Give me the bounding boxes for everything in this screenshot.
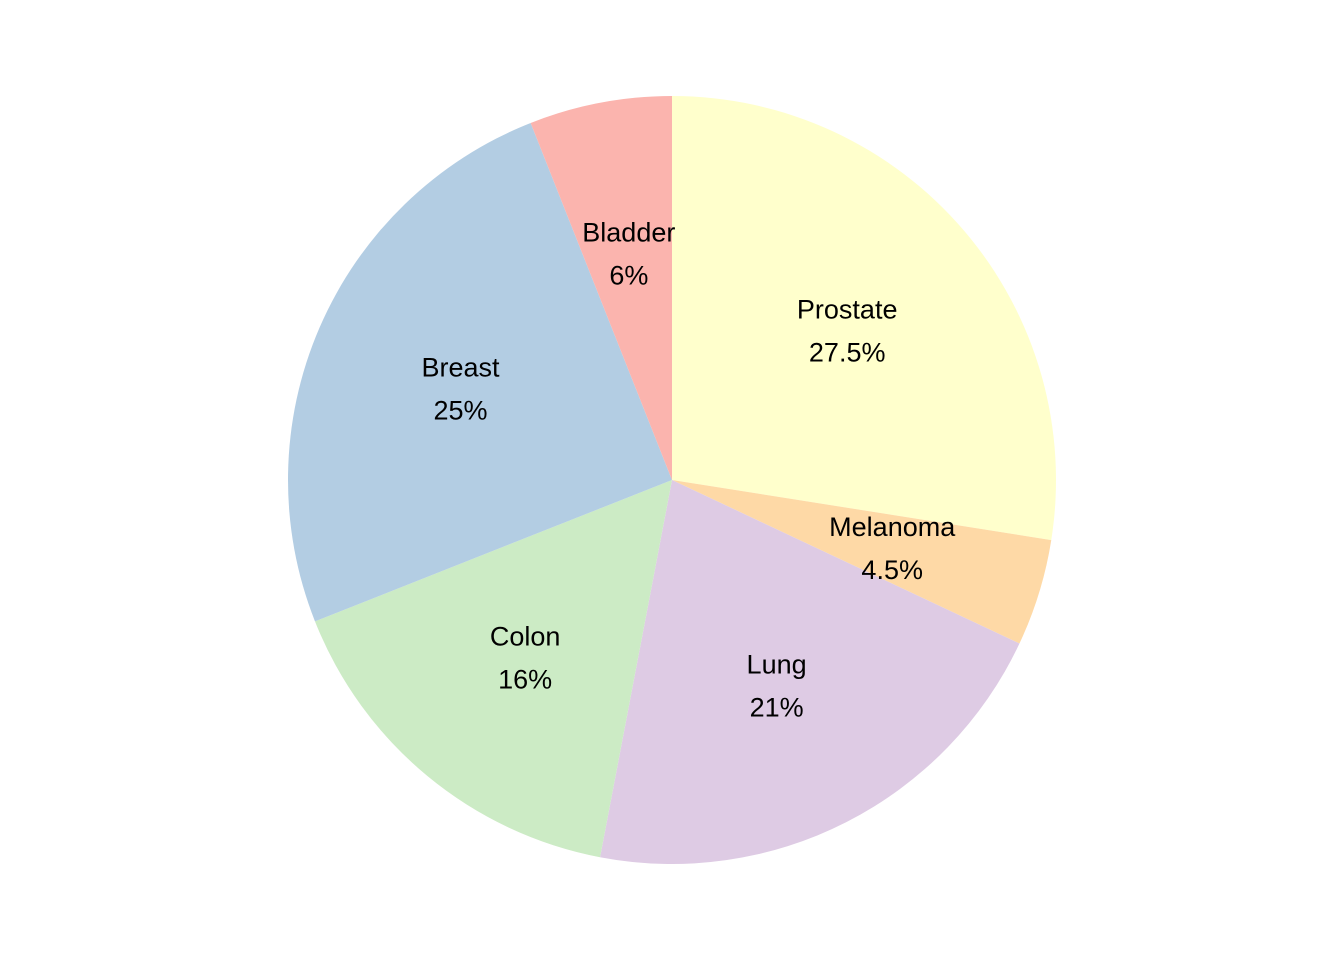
slice-label-lung: Lung xyxy=(747,649,807,679)
slice-label-breast: Breast xyxy=(422,353,501,383)
pie-slice-colon xyxy=(314,480,672,858)
pie-slice-melanoma xyxy=(672,480,1052,644)
pie-slice-bladder xyxy=(530,96,672,480)
slice-value-label-melanoma: 4.5% xyxy=(861,555,923,585)
slice-value-label-breast: 25% xyxy=(434,396,488,426)
pie-slice-prostate xyxy=(672,96,1056,541)
pie-slice-breast xyxy=(288,122,672,622)
pie-labels: Prostate 27.5% Melanoma 4.5% Lung 21% Colon 16%… xyxy=(422,218,957,723)
slice-value-label-prostate: 27.5% xyxy=(809,337,886,367)
slice-label-melanoma: Melanoma xyxy=(829,512,956,542)
pie-slices xyxy=(288,96,1056,865)
slice-label-bladder: Bladder xyxy=(582,218,675,248)
slice-label-prostate: Prostate xyxy=(797,294,898,324)
slice-value-label-colon: 16% xyxy=(498,665,552,695)
pie-slice-lung xyxy=(600,480,1020,865)
slice-label-colon: Colon xyxy=(490,622,561,652)
slice-value-label-bladder: 6% xyxy=(609,261,648,291)
slice-value-label-lung: 21% xyxy=(750,692,804,722)
